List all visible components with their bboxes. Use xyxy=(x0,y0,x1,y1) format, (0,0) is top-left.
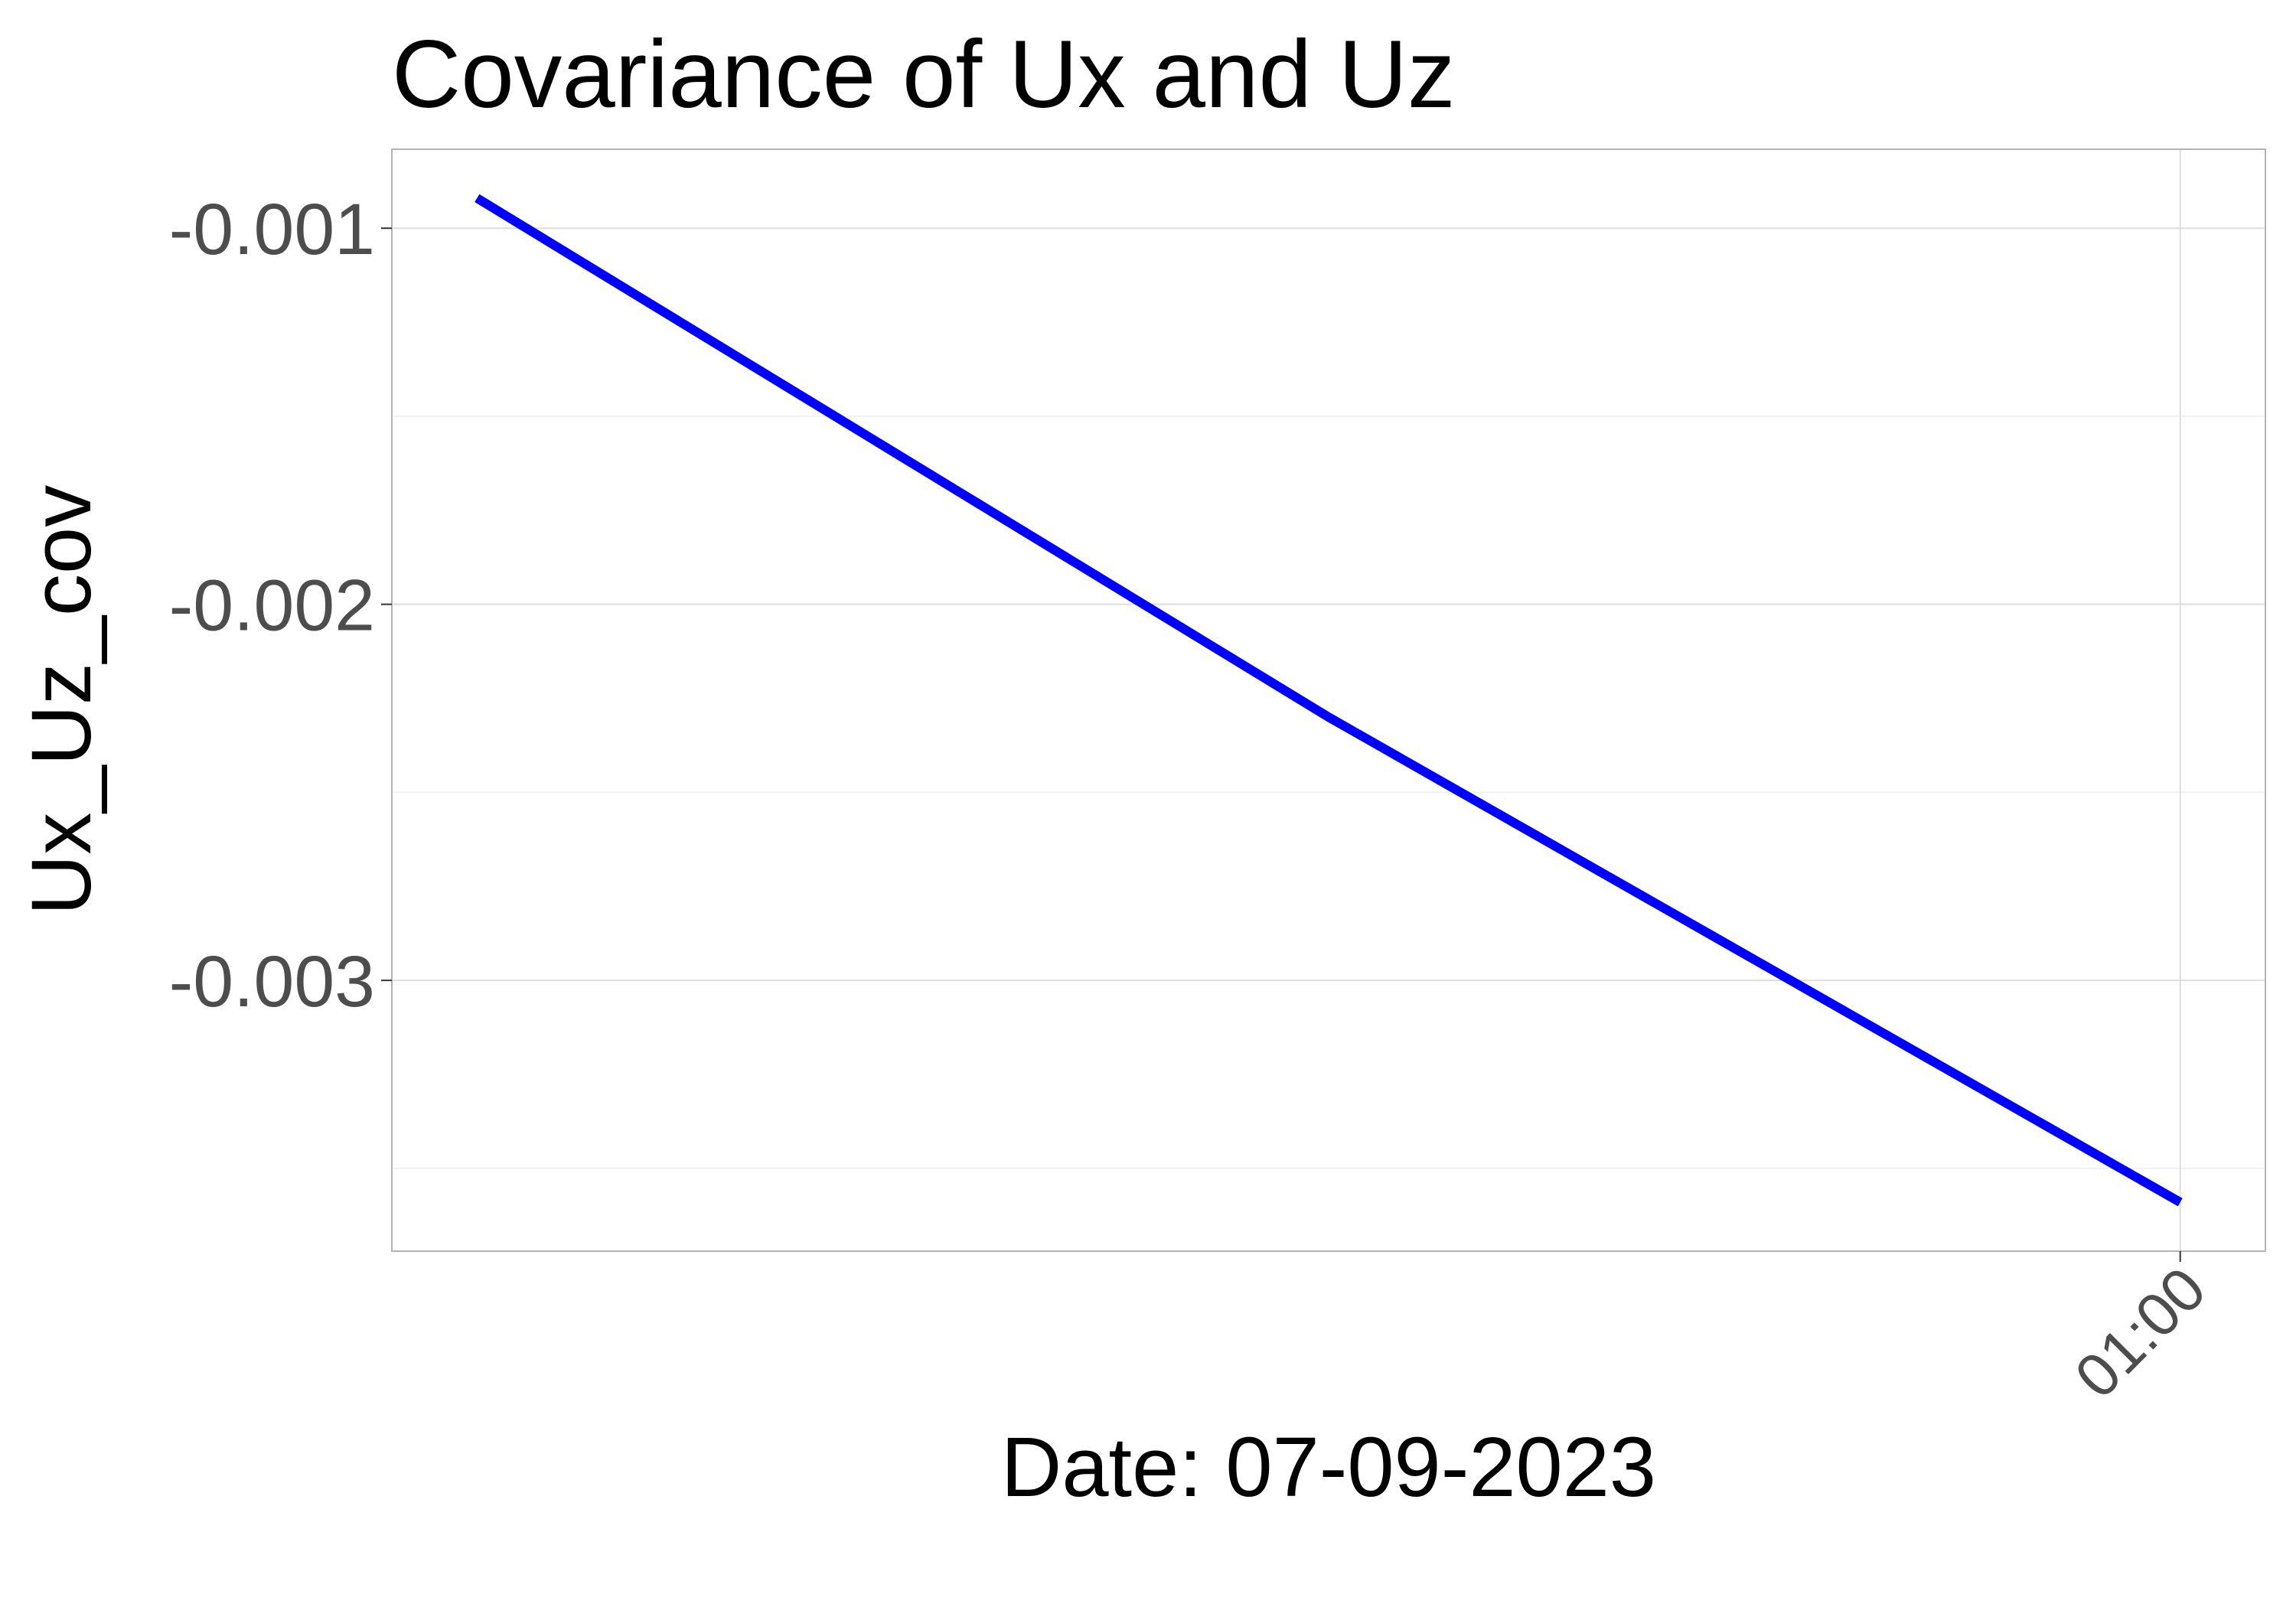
minor-gridlines xyxy=(392,416,2265,1169)
x-axis-label: Date: 07-09-2023 xyxy=(1001,1420,1656,1514)
plot-panel-border xyxy=(391,148,2266,1252)
series-group xyxy=(475,194,2183,1207)
y-tick-label: -0.001 xyxy=(169,189,375,270)
series-line xyxy=(475,194,2183,1207)
axis-tick-labels: -0.001 -0.002 -0.003 01:00 xyxy=(169,189,2219,1410)
y-tick-label: -0.002 xyxy=(169,566,375,647)
chart-title: Covariance of Ux and Uz xyxy=(392,21,1456,128)
y-tick-label: -0.003 xyxy=(169,941,375,1022)
x-tick-label: 01:00 xyxy=(2062,1254,2218,1410)
major-gridlines xyxy=(392,149,2265,1251)
y-axis-label: Ux_Uz_cov xyxy=(15,485,109,915)
axis-ticks xyxy=(381,227,2181,1262)
